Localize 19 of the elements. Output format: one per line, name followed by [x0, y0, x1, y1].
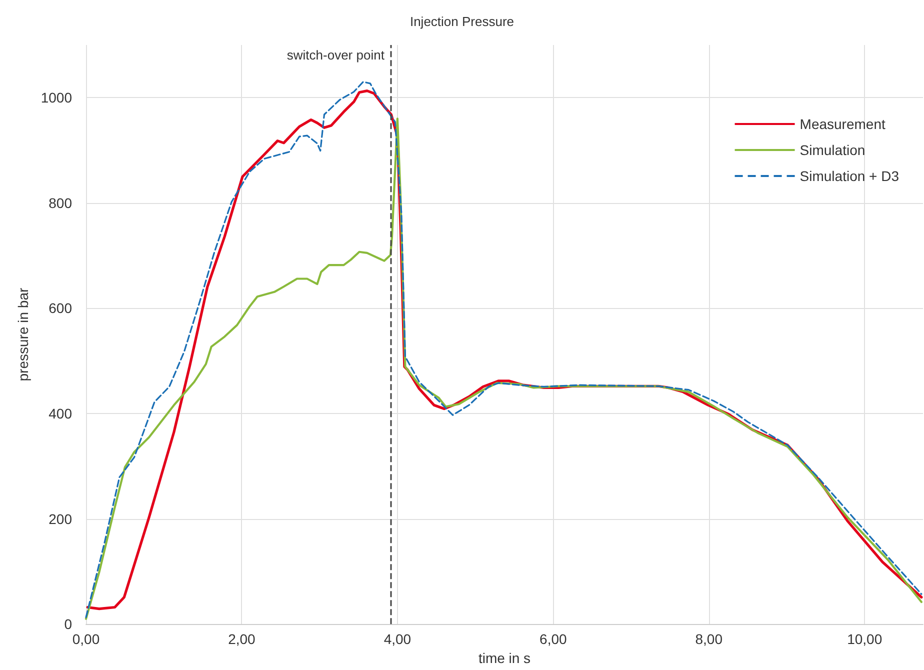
x-tick-label: 6,00 [540, 631, 567, 648]
y-tick-label: 200 [48, 510, 72, 527]
legend-label: Simulation [800, 142, 866, 158]
y-tick-label: 800 [48, 194, 72, 211]
y-tick-label: 400 [48, 406, 72, 422]
y-tick-label: 0 [64, 616, 72, 632]
y-tick-label: 1000 [40, 90, 72, 106]
y-axis-title: pressure in bar [14, 288, 31, 382]
x-tick-label: 2,00 [228, 631, 256, 648]
legend-label: Measurement [800, 116, 886, 132]
x-axis-title: time in s [478, 650, 531, 666]
legend-label: Simulation + D3 [800, 168, 900, 184]
y-tick-label: 600 [48, 300, 72, 316]
chart-title: Injection Pressure [410, 14, 514, 29]
x-tick-label: 10,00 [847, 631, 882, 648]
x-tick-label: 4,00 [384, 631, 412, 648]
x-tick-label: 0,00 [72, 631, 100, 648]
ref-line-label: switch-over point [286, 48, 385, 62]
x-tick-label: 8,00 [695, 631, 723, 648]
